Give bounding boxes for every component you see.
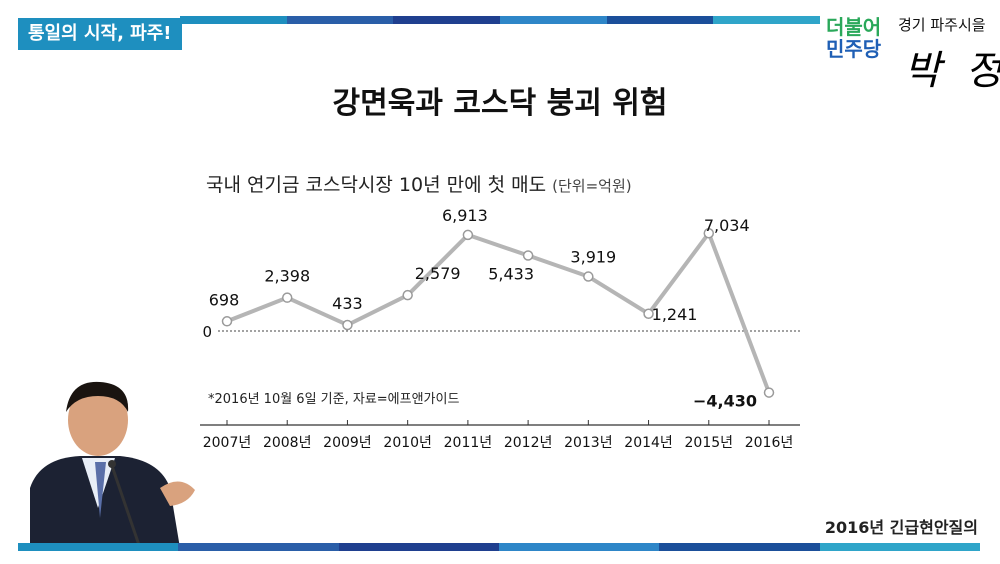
data-point — [643, 308, 654, 320]
x-tick-label: 2013년 — [564, 435, 613, 451]
slide-title: 강면욱과 코스닥 붕괴 위험 — [332, 86, 668, 121]
top-bar-segment — [606, 16, 714, 24]
data-label: 2,398 — [264, 267, 310, 286]
speaker-photo — [20, 378, 200, 548]
bottom-bar-segment — [18, 543, 179, 551]
top-bar-segment — [713, 16, 821, 24]
x-tick-label: 2014년 — [624, 435, 673, 451]
data-point — [703, 227, 715, 239]
data-point — [342, 319, 353, 331]
party-logo-line2: 민주당 — [826, 37, 882, 61]
party-logo: 더불어 민주당 — [826, 16, 892, 60]
x-tick-label: 2007년 — [203, 435, 252, 451]
data-point — [281, 292, 293, 303]
data-label: 1,241 — [652, 305, 698, 324]
zero-tick-label: 0 — [202, 323, 212, 341]
bottom-bar-segment — [819, 543, 980, 551]
bottom-bar-segment — [498, 543, 660, 551]
party-logo-line1: 더불어 — [826, 15, 882, 39]
data-label: 698 — [209, 290, 240, 309]
top-badge: 통일의 시작, 파주! — [18, 18, 182, 50]
data-label: 6,913 — [442, 206, 488, 225]
data-label: 2,579 — [415, 264, 461, 283]
x-tick-label: 2012년 — [504, 435, 553, 451]
data-label: 433 — [332, 294, 363, 313]
chart-unit: (단위=억원) — [552, 177, 632, 195]
x-tick-label: 2015년 — [685, 435, 734, 451]
x-tick-label: 2009년 — [323, 435, 372, 451]
data-label: −4,430 — [693, 392, 757, 411]
data-point — [583, 271, 594, 282]
series-line — [226, 231, 771, 394]
x-tick-label: 2016년 — [745, 435, 794, 451]
district-label: 경기 파주시을 — [898, 16, 986, 34]
top-bar-segment — [393, 16, 501, 24]
top-bar-segment — [286, 16, 394, 24]
top-bar-segment — [180, 16, 287, 24]
bottom-color-bar — [18, 543, 980, 551]
chart-footnote: *2016년 10월 6일 기준, 자료=에프앤가이드 — [208, 392, 459, 407]
x-tick-label: 2011년 — [444, 435, 493, 451]
data-label: 7,034 — [704, 216, 750, 235]
data-point — [522, 250, 534, 261]
data-point — [462, 229, 474, 241]
x-tick-label: 2010년 — [383, 435, 432, 451]
chart-title: 국내 연기금 코스닥시장 10년 만에 첫 매도 (단위=억원) — [206, 170, 632, 197]
top-color-bar — [180, 16, 821, 24]
footer-caption: 2016년 긴급현안질의 — [824, 518, 978, 537]
signature: 박 정 — [904, 48, 1000, 94]
bottom-bar-segment — [659, 543, 820, 551]
chart-title-text: 국내 연기금 코스닥시장 10년 만에 첫 매도 — [206, 174, 547, 196]
bottom-bar-segment — [178, 543, 339, 551]
data-point — [402, 289, 413, 301]
bottom-bar-segment — [338, 543, 499, 551]
data-label: 3,919 — [570, 248, 616, 267]
x-tick-label: 2008년 — [263, 435, 312, 451]
top-bar-segment — [500, 16, 607, 24]
data-point — [763, 387, 775, 398]
data-label: 5,433 — [488, 264, 534, 283]
data-point — [221, 316, 233, 327]
